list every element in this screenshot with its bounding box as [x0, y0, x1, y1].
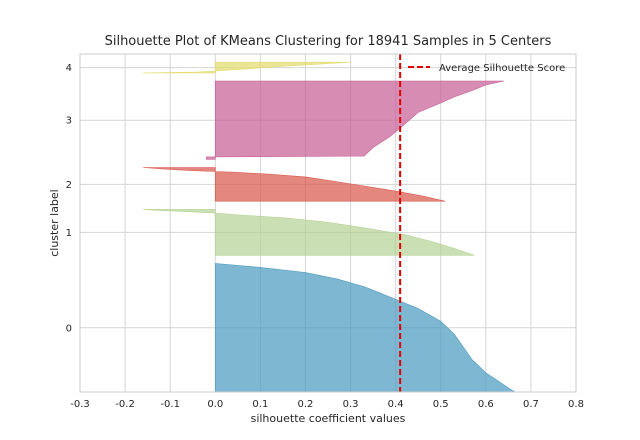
x-tick-label: 0.5	[433, 399, 449, 410]
x-tick-label: 0.1	[252, 399, 268, 410]
x-tick-label: -0.1	[160, 399, 180, 410]
silhouette-clusters	[143, 61, 517, 393]
x-tick-label: 0.4	[388, 399, 404, 410]
y-axis-label: cluster label	[48, 189, 61, 257]
x-tick-label: -0.3	[70, 399, 90, 410]
x-tick-label: 0.2	[298, 399, 314, 410]
x-tick-label: -0.2	[115, 399, 135, 410]
y-tick-label: 2	[66, 180, 72, 191]
cluster-1-silhouette	[143, 209, 475, 256]
x-tick-label: 0.7	[523, 399, 539, 410]
y-tick-label: 4	[66, 63, 72, 74]
x-tick-label: 0.0	[207, 399, 223, 410]
x-tick-label: 0.6	[478, 399, 494, 410]
cluster-0-silhouette	[215, 263, 517, 393]
cluster-3-silhouette	[206, 80, 504, 160]
x-axis-ticks: -0.3 -0.2 -0.1 0.0 0.1 0.2 0.3 0.4 0.5 0.6 0.7 0.8	[70, 399, 584, 410]
legend-label: Average Silhouette Score	[439, 63, 565, 74]
chart-title: Silhouette Plot of KMeans Clustering for…	[105, 34, 552, 49]
legend: Average Silhouette Score	[408, 63, 565, 74]
y-axis-ticks: 0 1 2 3 4	[66, 63, 72, 334]
y-tick-label: 3	[66, 116, 72, 127]
x-tick-label: 0.3	[343, 399, 359, 410]
x-tick-label: 0.8	[568, 399, 584, 410]
y-tick-label: 0	[66, 323, 72, 334]
x-axis-label: silhouette coefficient values	[251, 412, 406, 425]
y-tick-label: 1	[66, 228, 72, 239]
plot-border	[79, 53, 577, 393]
cluster-2-silhouette	[143, 167, 446, 202]
cluster-4-silhouette	[143, 61, 351, 74]
